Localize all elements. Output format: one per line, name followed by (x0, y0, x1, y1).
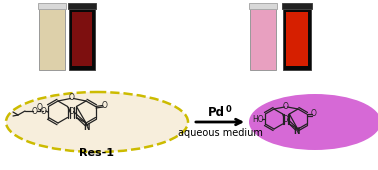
Bar (249, 3, 277, 9)
Text: N: N (294, 128, 300, 137)
Bar (282, 3, 312, 9)
Text: O: O (311, 109, 317, 118)
Text: HO: HO (252, 115, 264, 123)
Text: Res-1: Res-1 (79, 148, 115, 158)
Text: O: O (69, 107, 75, 116)
Bar (283, 8, 311, 70)
Text: O: O (41, 106, 47, 115)
Bar (38, 3, 66, 9)
Text: O: O (102, 101, 107, 110)
Text: 0: 0 (225, 106, 231, 115)
Bar (39, 8, 65, 70)
Bar (72, 12, 92, 66)
Text: O: O (37, 103, 43, 112)
Bar (68, 3, 96, 9)
Text: O: O (32, 106, 38, 115)
Bar (286, 12, 308, 66)
Text: O: O (283, 115, 289, 123)
Bar (250, 8, 276, 70)
Text: Pd: Pd (208, 106, 225, 120)
Text: O: O (283, 102, 289, 111)
Text: aqueous medium: aqueous medium (178, 128, 262, 138)
Text: N: N (83, 123, 89, 132)
Ellipse shape (249, 94, 378, 150)
Text: O: O (69, 94, 75, 103)
Bar (69, 8, 95, 70)
Ellipse shape (6, 92, 188, 152)
